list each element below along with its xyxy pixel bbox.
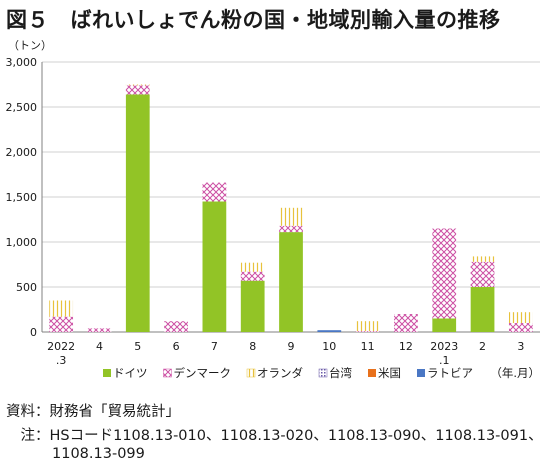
bar-segment: [508, 323, 533, 332]
bar-segment: [202, 182, 227, 202]
x-unit-label: （年.月）: [490, 366, 540, 380]
bar-segment: [164, 321, 188, 332]
legend-label: ドイツ: [113, 366, 148, 380]
page-title: 図５ ばれいしょでん粉の国・地域別輸入量の推移: [6, 8, 501, 32]
bar-segment: [432, 318, 457, 332]
x-tick-label: 7: [211, 340, 218, 353]
source-note: 資料：財務省「貿易統計」: [6, 404, 180, 420]
bar-segment: [470, 287, 495, 332]
bar-segment: [355, 321, 380, 332]
x-tick-label: 2: [479, 340, 486, 353]
x-tick-label: 12: [399, 340, 413, 353]
bar-segment: [470, 256, 495, 262]
y-unit-label: （トン）: [8, 39, 52, 52]
import-volume-chart: （トン） 0 500 1,000 1,500 2,000 2,500 3,000 2022.3 4…: [6, 39, 540, 380]
legend-swatch: [163, 368, 172, 378]
bar-segment: [279, 232, 303, 332]
bar-segment: [49, 300, 74, 317]
bar-segment: [317, 330, 342, 332]
bar-segment: [240, 262, 265, 272]
y-tick-label: 3,000: [6, 56, 38, 69]
x-tick-label: 11: [361, 340, 375, 353]
x-tick-label: 9: [288, 340, 295, 353]
legend-swatch: [246, 368, 256, 378]
hs-code-note-continued: 1108.13-099: [52, 446, 145, 462]
bar-segment: [125, 85, 150, 95]
bar-segment: [125, 94, 150, 333]
bar-segment: [470, 261, 495, 287]
legend-swatch: [417, 369, 425, 377]
x-tick-label: 6: [173, 340, 180, 353]
legend-label: デンマーク: [174, 366, 232, 380]
x-tick-label: 5: [134, 340, 141, 353]
bar-segment: [508, 312, 533, 323]
y-tick-label: 2,500: [6, 101, 38, 114]
x-tick-label: .3: [56, 354, 67, 367]
bar-segment: [87, 328, 112, 332]
bar-segment: [240, 280, 265, 332]
y-tick-label: 0: [30, 326, 37, 339]
legend-label: 台湾: [329, 366, 352, 380]
x-tick-label: 2023: [430, 340, 458, 353]
legend-label: ラトビア: [427, 366, 473, 380]
bar-segment: [279, 225, 303, 233]
y-tick-label: 1,000: [6, 236, 38, 249]
legend-swatch: [368, 369, 376, 377]
x-tick-label: .1: [439, 354, 450, 367]
hs-code-note: 注：HSコード1108.13-010、1108.13-020、1108.13-0…: [6, 428, 543, 444]
x-tick-label: 4: [96, 340, 103, 353]
bar-segment: [355, 331, 380, 332]
legend-label: 米国: [378, 366, 401, 380]
bar-segment: [279, 207, 303, 226]
x-tick-label: 8: [249, 340, 256, 353]
legend-label: オランダ: [257, 366, 303, 380]
bar-segment: [394, 314, 418, 332]
x-tick-label: 3: [517, 340, 524, 353]
legend-swatch: [103, 369, 111, 377]
y-tick-label: 2,000: [6, 146, 38, 159]
bar-segment: [49, 316, 74, 332]
bar-segment: [240, 271, 265, 281]
x-tick-label: 2022: [47, 340, 75, 353]
bar-segment: [202, 201, 227, 332]
y-tick-label: 500: [16, 281, 37, 294]
legend-swatch: [318, 368, 328, 378]
bar-segment: [125, 84, 150, 86]
x-tick-label: 10: [322, 340, 336, 353]
bar-segment: [432, 228, 457, 319]
y-tick-label: 1,500: [6, 191, 38, 204]
